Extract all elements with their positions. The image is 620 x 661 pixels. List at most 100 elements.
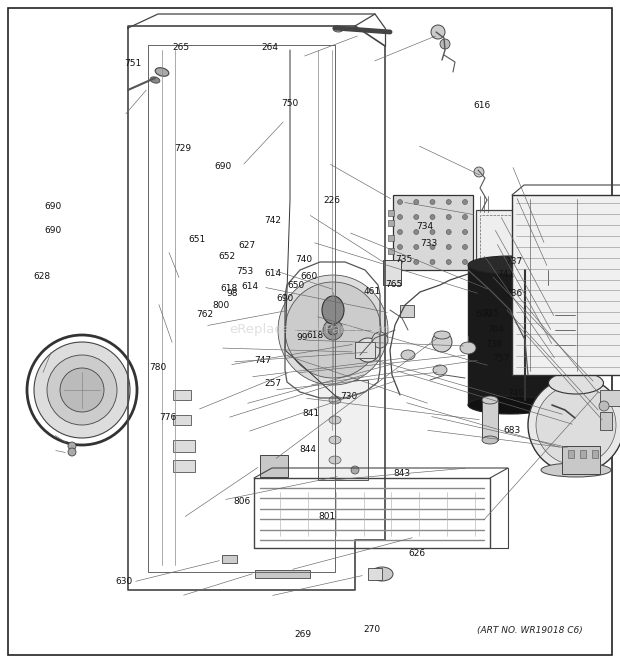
Circle shape [414,260,418,264]
Bar [393,195,473,270]
Bar [318,380,368,480]
Ellipse shape [433,365,447,375]
Text: 690: 690 [277,294,294,303]
Bar [355,342,375,358]
Circle shape [440,39,450,49]
Circle shape [397,215,402,219]
Bar [468,265,552,405]
Ellipse shape [150,77,160,83]
Ellipse shape [482,396,498,404]
Text: 736: 736 [505,289,522,298]
Text: 764: 764 [487,325,505,334]
Circle shape [397,260,402,264]
Circle shape [543,235,553,245]
Text: 616: 616 [474,101,491,110]
Ellipse shape [468,396,552,414]
Bar [222,555,237,563]
Text: 626: 626 [408,549,425,559]
Circle shape [356,338,380,362]
Circle shape [323,320,343,340]
Text: 690: 690 [44,202,61,211]
Text: 651: 651 [188,235,206,244]
Text: 780: 780 [149,363,167,372]
Text: 269: 269 [294,630,311,639]
Circle shape [446,229,451,235]
Text: 265: 265 [172,43,190,52]
Text: 650: 650 [288,281,305,290]
Circle shape [463,229,467,235]
Bar [600,412,612,430]
Text: 257: 257 [264,379,281,388]
Text: 741: 741 [497,270,515,280]
Circle shape [446,215,451,219]
Ellipse shape [547,341,563,349]
Text: 841: 841 [303,408,320,418]
Text: 683: 683 [503,426,521,436]
Bar [260,455,288,477]
Circle shape [351,466,359,474]
Text: 725: 725 [482,309,500,318]
Circle shape [463,245,467,249]
Text: 737: 737 [505,257,522,266]
Text: 690: 690 [215,162,232,171]
Bar [368,568,382,580]
Ellipse shape [329,416,341,424]
Circle shape [474,167,484,177]
Circle shape [430,229,435,235]
Circle shape [397,200,402,204]
Circle shape [446,200,451,204]
Text: 618: 618 [306,331,324,340]
Text: 753: 753 [236,266,254,276]
Circle shape [431,25,445,39]
Text: 751: 751 [125,59,142,68]
Bar [476,210,541,300]
Text: 628: 628 [33,272,51,281]
Bar [173,440,195,452]
Circle shape [328,325,338,335]
Text: 614: 614 [265,269,282,278]
Bar [388,220,394,226]
Circle shape [397,245,402,249]
Circle shape [397,229,402,235]
Text: 738: 738 [485,340,502,349]
Ellipse shape [541,463,611,477]
Ellipse shape [329,396,341,404]
Text: 749: 749 [507,389,525,399]
Text: 99: 99 [297,332,308,342]
Text: 757: 757 [492,354,510,364]
Ellipse shape [401,350,415,360]
Text: (ART NO. WR19018 C6): (ART NO. WR19018 C6) [477,625,583,635]
Ellipse shape [155,67,169,76]
Text: 652: 652 [218,252,236,261]
Bar [388,235,394,241]
Text: 843: 843 [393,469,410,478]
Ellipse shape [333,26,343,32]
Ellipse shape [371,567,393,581]
Circle shape [278,275,388,385]
Circle shape [446,260,451,264]
Circle shape [47,355,117,425]
Circle shape [430,245,435,249]
Circle shape [414,245,418,249]
Bar [482,400,498,440]
Circle shape [430,260,435,264]
Circle shape [599,401,609,411]
Circle shape [414,215,418,219]
Circle shape [68,448,76,456]
Text: 733: 733 [420,239,438,248]
Circle shape [430,200,435,204]
Text: 800: 800 [212,301,229,310]
Bar [388,210,394,216]
Text: 762: 762 [196,310,213,319]
Ellipse shape [547,326,563,334]
Circle shape [372,332,388,348]
Bar [173,460,195,472]
Bar [173,390,191,400]
Text: 742: 742 [264,216,281,225]
Ellipse shape [549,372,603,394]
Circle shape [34,342,130,438]
Text: 734: 734 [416,221,433,231]
Ellipse shape [482,436,498,444]
Bar [255,570,310,578]
Text: 730: 730 [340,392,357,401]
